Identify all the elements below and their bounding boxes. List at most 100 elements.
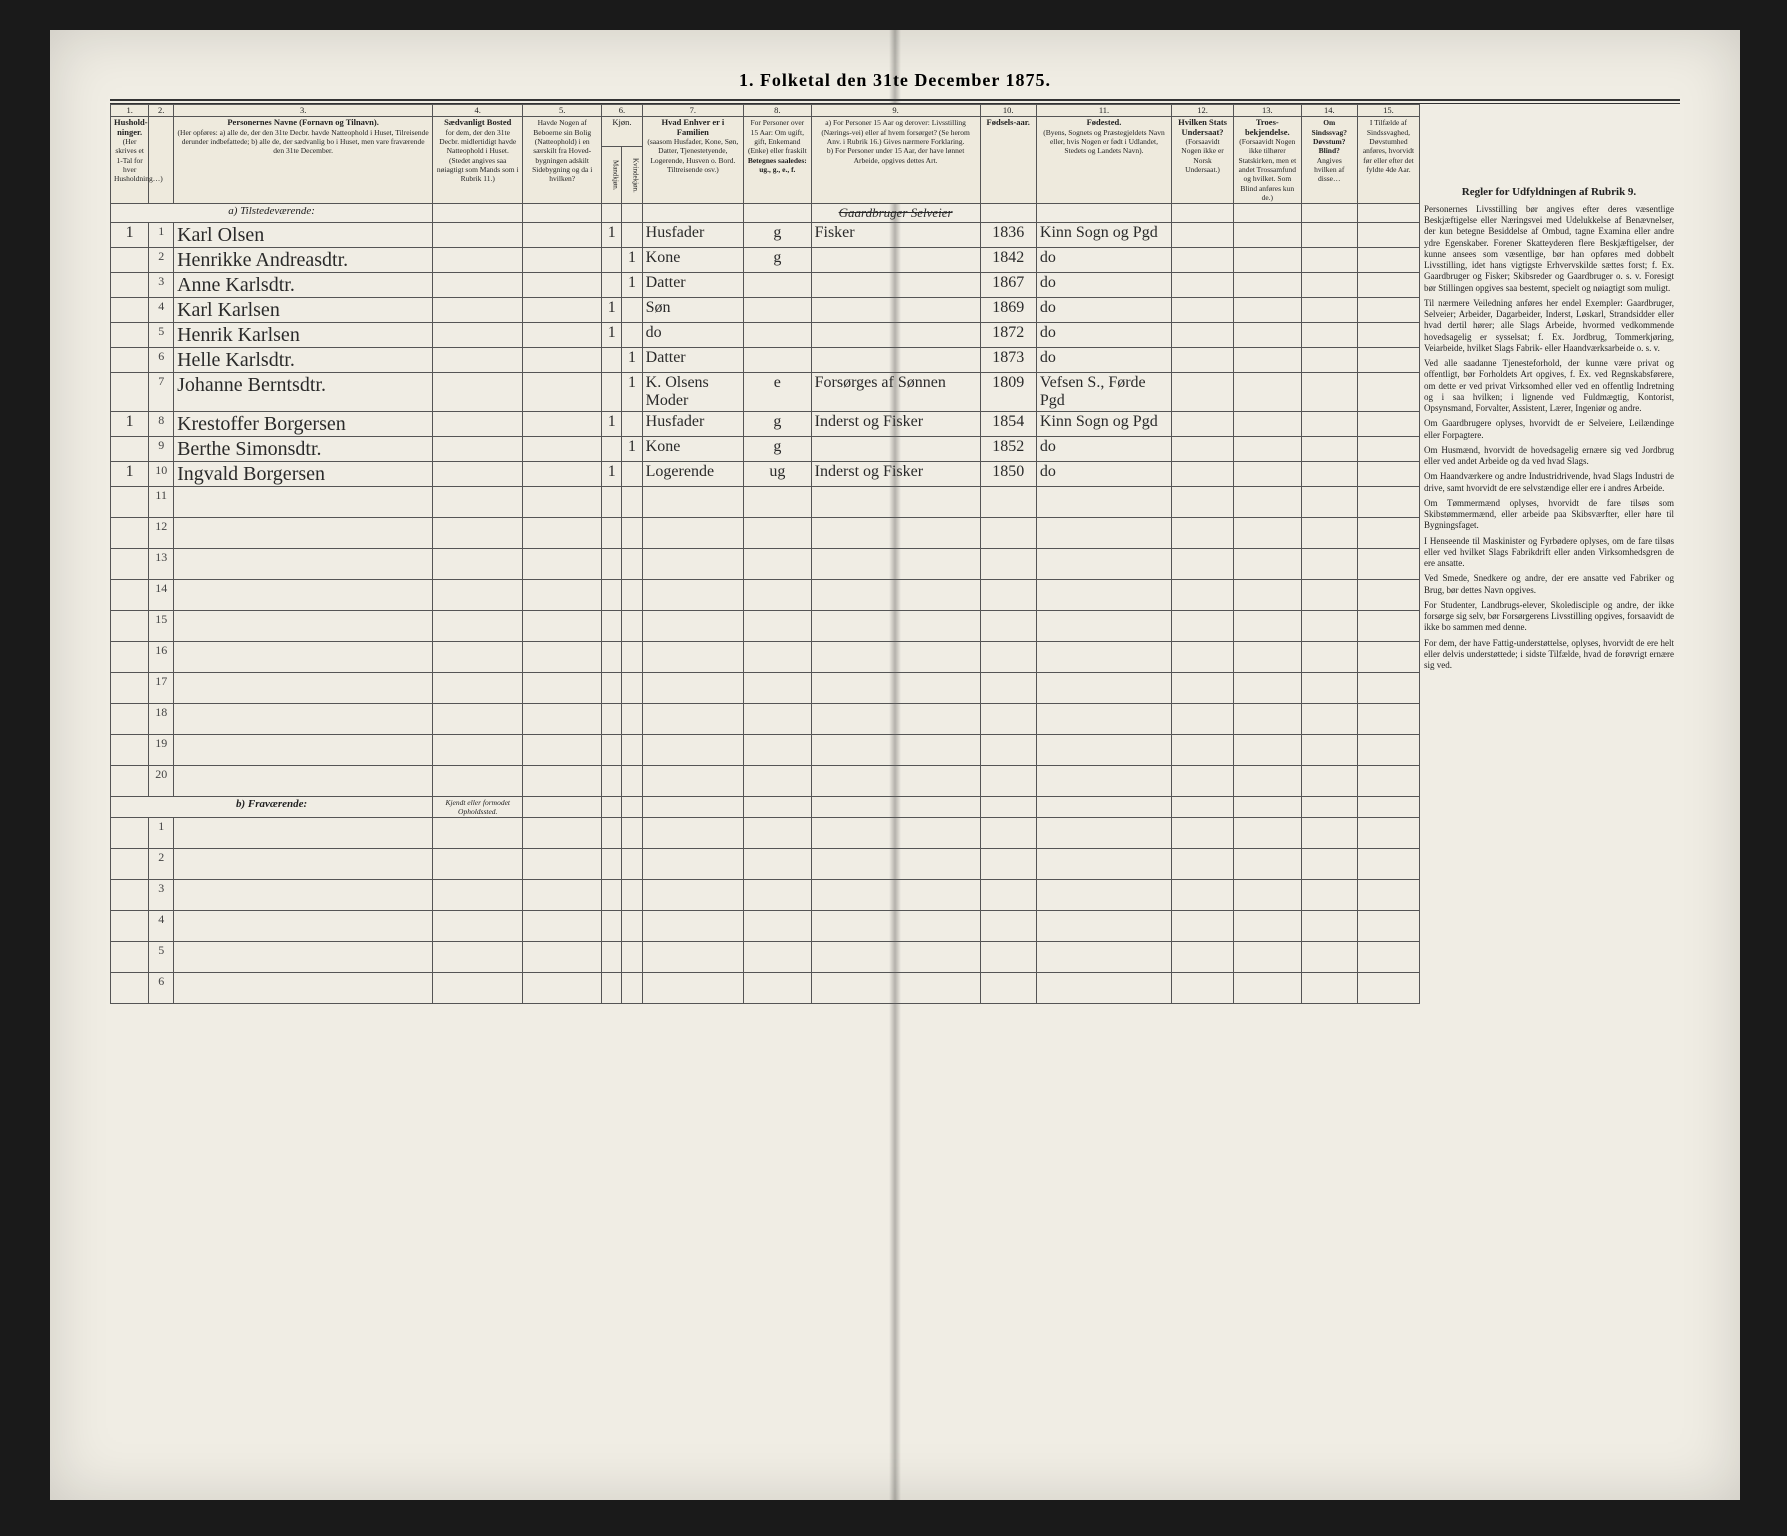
cell-year: 1873 [980,348,1036,373]
cell-occupation: Inderst og Fisker [811,412,980,437]
cell-c15 [1357,248,1419,273]
cell-c13 [1234,462,1302,487]
table-row-empty: 14 [111,580,1420,611]
column-numbers-row: 1. 2. 3. 4. 5. 6. 7. 8. 9. 10. 11. 12. 1… [111,105,1420,117]
cell-c15 [1357,437,1419,462]
cell-family: K. Olsens Moder [642,373,743,412]
header-row: Hushold-ninger.(Her skrives et 1-Tal for… [111,117,1420,147]
table-row-empty: 1 [111,818,1420,849]
cell-name: Henrik Karlsen [174,323,433,348]
cell-name: Karl Karlsen [174,298,433,323]
cell-occupation [811,248,980,273]
cell-occupation [811,298,980,323]
cell-family: Søn [642,298,743,323]
section-a-label: a) Tilstedeværende: Gaardbruger Selveier [111,204,1420,223]
colnum: 9. [811,105,980,117]
cell-bolig [523,273,602,298]
cell-c12 [1172,298,1234,323]
cell-sex-f [622,298,642,323]
cell-sex-f: 1 [622,437,642,462]
cell-name: Berthe Simonsdtr. [174,437,433,462]
rules-p: I Henseende til Maskinister og Fyrbødere… [1424,536,1674,570]
cell-year: 1809 [980,373,1036,412]
cell-civil: g [744,223,812,248]
rules-p: Ved alle saadanne Tjenesteforhold, der k… [1424,358,1674,414]
cell-sex-f: 1 [622,373,642,412]
cell-hh [111,323,149,348]
cell-occupation [811,273,980,298]
table-row: 3Anne Karlsdtr.1Datter1867do [111,273,1420,298]
cell-civil: e [744,373,812,412]
cell-c13 [1234,223,1302,248]
cell-bolig [523,248,602,273]
cell-c14 [1301,273,1357,298]
hdr-c3: Personernes Navne (Fornavn og Tilnavn).(… [174,117,433,204]
rules-p: Om Gaardbrugere oplyses, hvorvidt de er … [1424,418,1674,441]
cell-family: Logerende [642,462,743,487]
cell-occupation [811,437,980,462]
cell-civil: g [744,437,812,462]
table-row-empty: 20 [111,766,1420,797]
cell-sex-f: 1 [622,273,642,298]
colnum: 1. [111,105,149,117]
cell-c13 [1234,437,1302,462]
cell-sex-m: 1 [602,323,622,348]
colnum: 3. [174,105,433,117]
cell-name: Karl Olsen [174,223,433,248]
cell-c12 [1172,373,1234,412]
cell-occupation: Fisker [811,223,980,248]
cell-civil: ug [744,462,812,487]
table-row-empty: 19 [111,735,1420,766]
cell-sex-m: 1 [602,223,622,248]
cell-hh [111,298,149,323]
cell-sex-f [622,223,642,248]
colnum: 6. [602,105,643,117]
hdr-c14: Om Sindssvag? Døvstum? Blind?Angives hvi… [1301,117,1357,204]
cell-occupation: Inderst og Fisker [811,462,980,487]
cell-sex-m: 1 [602,462,622,487]
cell-year: 1869 [980,298,1036,323]
cell-bosted [433,373,523,412]
hdr-c4: Sædvanligt Bostedfor dem, der den 31te D… [433,117,523,204]
page-title: 1. Folketal den 31te December 1875. [110,70,1680,91]
cell-c13 [1234,348,1302,373]
cell-name: Krestoffer Borgersen [174,412,433,437]
cell-c14 [1301,323,1357,348]
cell-bolig [523,323,602,348]
table-row-empty: 17 [111,673,1420,704]
section-b-label: b) Fraværende: Kjendt eller formodet Oph… [111,797,1420,818]
hdr-c11: Fødested.(Byens, Sognets og Præstegjelde… [1036,117,1171,204]
cell-birthplace: do [1036,298,1171,323]
rules-p: Til nærmere Veiledning anføres her endel… [1424,298,1674,354]
table-row: 7Johanne Berntsdtr.1K. Olsens ModereFors… [111,373,1420,412]
section-b-col4: Kjendt eller formodet Opholdssted. [433,797,523,818]
cell-family: Husfader [642,412,743,437]
hdr-c6b: Kvindekjøn. [622,147,642,204]
table-row: 2Henrikke Andreasdtr.1Koneg1842do [111,248,1420,273]
cell-c14 [1301,437,1357,462]
cell-year: 1836 [980,223,1036,248]
hdr-c13: Troes-bekjendelse.(Forsaavidt Nogen ikke… [1234,117,1302,204]
cell-family: Kone [642,248,743,273]
cell-c14 [1301,412,1357,437]
cell-year: 1842 [980,248,1036,273]
table-row-empty: 16 [111,642,1420,673]
cell-c13 [1234,412,1302,437]
cell-sex-m [602,273,622,298]
cell-bosted [433,298,523,323]
hdr-c6a: Mandkjøn. [602,147,622,204]
cell-c12 [1172,348,1234,373]
table-row: 5Henrik Karlsen1do1872do [111,323,1420,348]
cell-c15 [1357,298,1419,323]
cell-family: do [642,323,743,348]
cell-person-no: 5 [149,323,174,348]
cell-bosted [433,348,523,373]
cell-name: Johanne Berntsdtr. [174,373,433,412]
cell-c13 [1234,298,1302,323]
cell-birthplace: do [1036,273,1171,298]
cell-c14 [1301,223,1357,248]
cell-person-no: 2 [149,248,174,273]
rules-sidebar: Regler for Udfyldningen af Rubrik 9. Per… [1418,180,1680,681]
hdr-c9: a) For Personer 15 Aar og derover: Livss… [811,117,980,204]
cell-bosted [433,437,523,462]
